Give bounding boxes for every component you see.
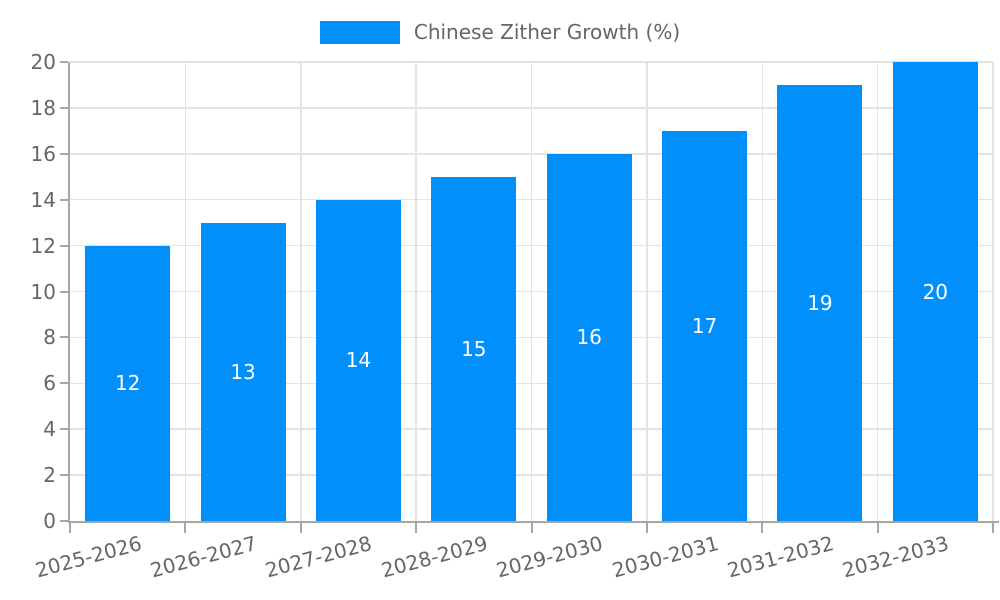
x-axis-tick [876, 523, 879, 533]
y-axis-tick [60, 474, 68, 477]
y-axis-label: 10 [30, 279, 56, 304]
x-axis-label: 2025-2026 [32, 531, 144, 583]
bar-value-label: 16 [576, 325, 602, 350]
y-axis-tick [60, 61, 68, 63]
bar-value-label: 19 [807, 290, 833, 315]
v-gridline [646, 62, 648, 521]
v-gridline [184, 62, 187, 521]
bar-value-label: 13 [230, 359, 256, 384]
y-axis-label: 16 [30, 141, 56, 166]
y-axis-label: 4 [43, 417, 56, 442]
y-axis-label: 2 [43, 463, 56, 488]
y-axis-tick [60, 198, 68, 201]
x-axis-tick [761, 523, 764, 533]
v-gridline [300, 62, 302, 521]
x-axis-label: 2029-2030 [493, 531, 606, 583]
v-gridline [415, 62, 417, 521]
x-axis-label: 2031-2032 [724, 531, 837, 583]
x-axis-tick [415, 523, 418, 533]
y-axis-tick [60, 428, 68, 431]
bar[interactable]: 15 [431, 176, 517, 521]
plot-area: 0 2 4 6 8 10 12 14 16 18 20 12 2025-2026 13 2026-2027 1… [31, 50, 999, 582]
y-axis-label: 12 [30, 233, 56, 258]
v-gridline [992, 62, 994, 521]
y-axis-tick [60, 106, 68, 109]
y-axis-label: 8 [43, 325, 56, 350]
x-axis-label: 2030-2031 [609, 531, 721, 583]
bar-value-label: 17 [691, 313, 718, 338]
bar-value-label: 15 [461, 336, 487, 361]
y-axis-tick [60, 290, 68, 293]
x-axis-tick [992, 523, 994, 533]
bar[interactable]: 19 [777, 84, 863, 521]
x-axis-label: 2032-2033 [840, 531, 952, 583]
bar[interactable]: 14 [315, 199, 401, 521]
bar-value-label: 20 [922, 279, 949, 304]
y-axis-label: 18 [30, 95, 56, 120]
x-axis-tick [299, 523, 302, 533]
x-axis-tick [184, 523, 187, 533]
bar-value-label: 12 [114, 371, 141, 396]
y-axis-tick [60, 520, 68, 522]
x-axis-label: 2026-2027 [147, 531, 260, 583]
bar[interactable]: 17 [662, 130, 748, 521]
legend-swatch [319, 20, 400, 44]
v-gridline [761, 62, 763, 521]
legend-item[interactable]: Chinese Zither Growth (%) [0, 20, 1000, 44]
y-axis-line [68, 62, 70, 521]
y-axis-tick [60, 336, 68, 339]
x-axis-label: 2027-2028 [263, 531, 375, 583]
x-axis-tick [69, 523, 71, 533]
v-gridline [876, 62, 879, 521]
x-axis-label: 2028-2029 [378, 531, 491, 583]
y-axis-label: 6 [43, 371, 56, 396]
y-axis-label: 14 [30, 187, 56, 212]
y-axis-label: 0 [43, 509, 56, 533]
bar[interactable]: 16 [546, 153, 632, 521]
x-axis-tick [645, 523, 648, 533]
y-axis-tick [60, 152, 68, 155]
bar[interactable]: 20 [892, 62, 978, 521]
x-axis-line [68, 521, 999, 523]
bar[interactable]: 13 [200, 222, 286, 521]
y-axis-tick [60, 382, 68, 385]
bar[interactable]: 12 [85, 245, 171, 521]
legend-label: Chinese Zither Growth (%) [413, 20, 681, 44]
y-axis-label: 20 [30, 50, 56, 74]
v-gridline [530, 62, 533, 521]
x-axis-tick [530, 523, 533, 533]
y-axis-tick [60, 244, 68, 247]
bar-value-label: 14 [345, 348, 372, 373]
